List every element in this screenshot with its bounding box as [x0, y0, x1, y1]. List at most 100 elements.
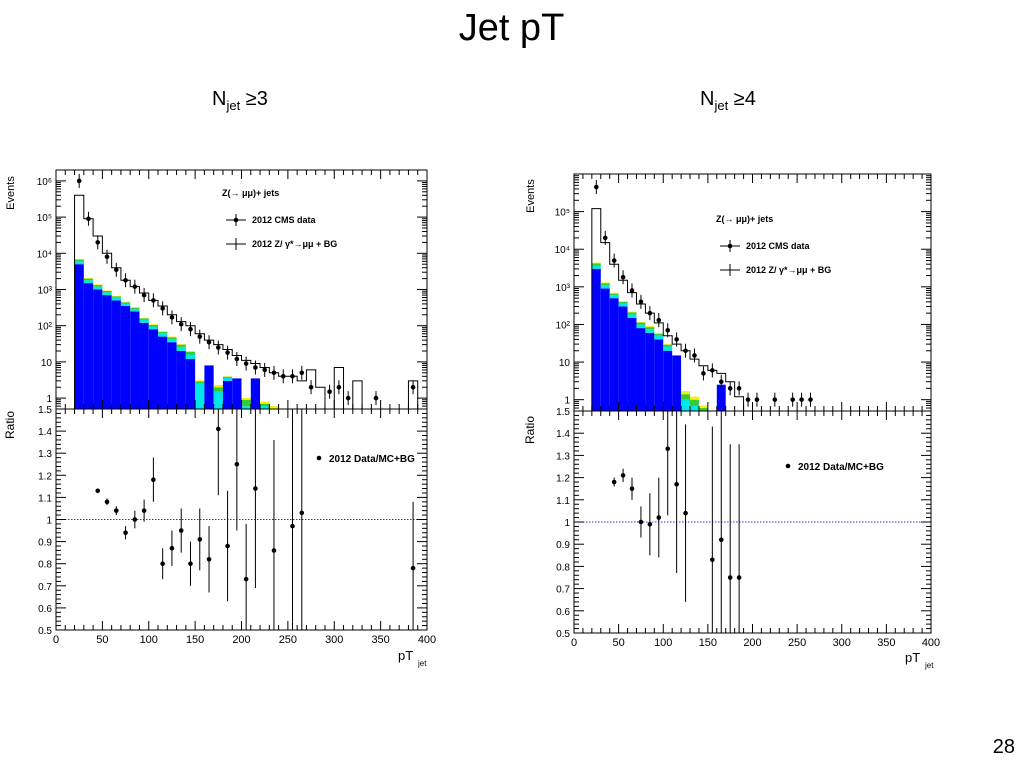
x-tick-label: 250: [279, 634, 297, 646]
data-point: [188, 326, 193, 332]
data-point: [665, 327, 671, 333]
mc-stack-bar: [645, 329, 655, 333]
x-tick-label: 200: [743, 637, 761, 649]
ratio-point: [410, 565, 416, 571]
ratio-point: [665, 446, 671, 452]
mc-stack-bar: [600, 282, 610, 284]
mc-stack-bar: [195, 380, 205, 382]
mc-stack-bar: [600, 288, 610, 411]
mc-stack-bar: [83, 280, 94, 284]
mc-stack-bar: [148, 324, 159, 327]
x-tick-label: 400: [922, 637, 940, 649]
mc-stack-bar: [167, 342, 177, 409]
y-tick-label: 0.7: [556, 585, 570, 596]
mc-total-histogram: [74, 194, 419, 409]
data-point: [772, 397, 778, 402]
mc-stack-bar: [213, 391, 223, 409]
mc-stack-bar: [636, 324, 646, 329]
ratio-point: [178, 528, 184, 533]
y-tick-label: 1: [46, 516, 52, 527]
ratio-point: [253, 486, 258, 491]
mc-stack-bar: [83, 278, 94, 281]
mc-stack-bar: [654, 333, 664, 336]
ratio-point: [141, 508, 147, 513]
data-point: [602, 235, 608, 241]
mc-stack-bar: [148, 324, 159, 325]
legend-mc: 2012 Z/ γ*→μμ + BG: [252, 239, 337, 249]
mc-stack-bar: [195, 383, 205, 409]
mc-stack-bar: [222, 377, 233, 381]
mc-stack-bar: [93, 286, 103, 290]
mc-stack-bar: [158, 336, 168, 409]
mc-stack-bar: [681, 399, 691, 411]
ratio-point: [718, 537, 724, 543]
mc-stack-bar: [74, 264, 84, 409]
ratio-point: [188, 561, 193, 566]
data-point: [710, 368, 715, 373]
y-axis-label-events: Events: [5, 176, 17, 210]
ratio-point: [290, 523, 295, 529]
data-point: [594, 184, 599, 190]
legend-process: Z(→ μμ)+ jets: [222, 188, 279, 198]
events-plot-area: [591, 180, 813, 411]
x-axis-label: pT: [398, 648, 413, 663]
mc-stack-bar: [618, 303, 628, 307]
data-point: [410, 384, 416, 390]
data-point: [271, 370, 277, 376]
x-axis-label-sub: jet: [924, 661, 934, 670]
mc-stack-bar: [167, 337, 177, 339]
x-tick-label: 100: [140, 634, 158, 646]
mc-stack-bar: [241, 398, 251, 400]
mc-stack-bar: [654, 335, 664, 340]
mc-stack-bar: [672, 355, 682, 411]
ratio-point: [234, 461, 240, 467]
mc-stack-bar: [93, 285, 103, 287]
x-tick-label: 150: [186, 634, 204, 646]
mc-stack-bar: [120, 306, 131, 409]
mc-stack-bar: [111, 296, 121, 298]
ratio-point: [638, 519, 644, 525]
panel-heading-sub: jet: [714, 98, 729, 113]
mc-stack-bar: [591, 263, 601, 266]
legend-ratio: 2012 Data/MC+BG: [798, 462, 884, 473]
mc-stack-bar: [222, 380, 233, 409]
mc-stack-bar: [176, 344, 186, 345]
mc-stack-bar: [139, 322, 149, 409]
mc-stack-bar: [627, 317, 637, 411]
events-frame: [573, 173, 932, 412]
mc-stack-bar: [102, 290, 112, 293]
mc-stack-bar: [130, 311, 140, 409]
data-point: [299, 370, 305, 376]
mc-stack-bar: [636, 328, 646, 411]
data-point: [225, 350, 230, 355]
panel-heading-sub: jet: [226, 98, 241, 113]
mc-stack-bar: [176, 346, 186, 352]
legend-data-marker: [727, 243, 733, 249]
ratio-point: [656, 515, 662, 520]
mc-stack-bar: [681, 394, 691, 400]
mc-stack-bar: [111, 297, 121, 301]
mc-stack-bar: [185, 351, 196, 352]
mc-stack-bar: [591, 265, 601, 269]
data-point: [611, 258, 617, 263]
data-point: [745, 397, 751, 402]
mc-stack-bar: [627, 314, 637, 318]
mc-stack-bar: [600, 285, 610, 289]
mc-stack-bar: [176, 351, 186, 409]
mc-stack-bar: [654, 333, 664, 334]
mc-stack-bar: [618, 301, 628, 302]
mc-stack-bar: [690, 405, 699, 411]
data-point: [197, 334, 203, 339]
ratio-point: [271, 548, 277, 553]
mc-stack-bar: [690, 396, 699, 400]
mc-stack-bar: [654, 339, 664, 411]
mc-stack-bar: [690, 399, 699, 406]
mc-stack-bar: [158, 333, 168, 337]
mc-stack-bar: [269, 406, 279, 409]
y-tick-label: 0.5: [38, 626, 52, 637]
mc-total-histogram: [591, 208, 753, 411]
mc-stack-bar: [74, 261, 84, 265]
data-point: [638, 299, 644, 305]
mc-stack-bar: [609, 298, 619, 411]
data-point: [206, 339, 212, 345]
